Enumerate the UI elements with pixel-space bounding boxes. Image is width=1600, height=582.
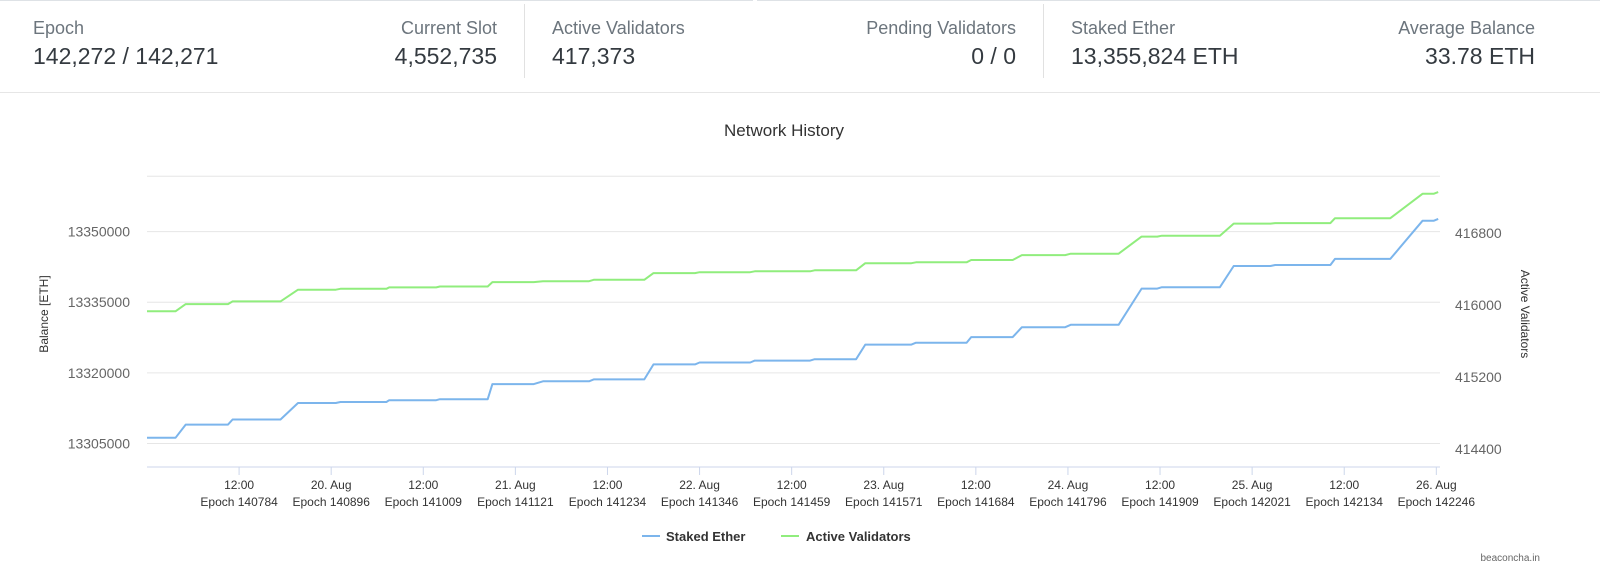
- x-tick-date-label: 22. Aug: [679, 478, 720, 492]
- stat-label: Current Slot: [400, 18, 497, 38]
- column-divider: [1043, 4, 1044, 78]
- series-line-active-validators: [147, 191, 1439, 313]
- y-axis-title: Balance [ETH]: [37, 275, 51, 352]
- stat-label: Average Balance: [1398, 18, 1535, 38]
- stat-value: 13,355,824 ETH: [1071, 43, 1239, 69]
- x-tick-epoch-label: Epoch 141684: [937, 495, 1015, 509]
- stat-label: Staked Ether: [1071, 18, 1176, 38]
- x-tick-date-label: 26. Aug: [1416, 478, 1457, 492]
- stat-value: 417,373: [552, 43, 636, 69]
- series-line-staked-ether: [147, 217, 1439, 439]
- stat-active-validators: Active Validators 417,373: [552, 17, 685, 71]
- stat-average-balance: Average Balance 33.78 ETH: [1398, 17, 1535, 71]
- top-divider: [0, 0, 753, 1]
- x-tick-epoch-label: Epoch 140784: [200, 495, 278, 509]
- stats-bar: Epoch 142,272 / 142,271 Current Slot 4,5…: [0, 0, 1600, 93]
- x-tick-epoch-label: Epoch 141459: [753, 495, 831, 509]
- x-tick-epoch-label: Epoch 141121: [477, 495, 554, 509]
- legend-item-label: Active Validators: [806, 529, 911, 544]
- stat-value: 4,552,735: [394, 43, 497, 69]
- y-tick-label: 13305000: [68, 435, 131, 451]
- stat-value: 142,272 / 142,271: [33, 43, 219, 69]
- x-tick-date-label: 12:00: [961, 478, 991, 492]
- stat-staked-ether: Staked Ether 13,355,824 ETH: [1071, 17, 1239, 71]
- column-divider: [524, 4, 525, 78]
- x-tick-epoch-label: Epoch 141571: [845, 495, 923, 509]
- x-tick-date-label: 25. Aug: [1232, 478, 1273, 492]
- chart-title: Network History: [724, 121, 844, 140]
- stat-pending-validators: Pending Validators 0 / 0: [866, 17, 1016, 71]
- network-history-chart: 13305000 13320000 13335000 13350000 414400 41…: [37, 121, 1532, 544]
- chart-credit[interactable]: beaconcha.in: [1480, 553, 1541, 564]
- stat-epoch: Epoch 142,272 / 142,271: [33, 17, 218, 71]
- legend-item-label: Staked Ether: [666, 529, 745, 544]
- stat-label: Active Validators: [552, 18, 685, 38]
- stat-value: 0 / 0: [971, 43, 1016, 69]
- x-tick-epoch-label: Epoch 141009: [385, 495, 463, 509]
- x-tick-epoch-label: Epoch 141346: [661, 495, 739, 509]
- y2-tick-label: 414400: [1455, 441, 1502, 457]
- y-tick-label: 13350000: [68, 224, 131, 240]
- y2-tick-label: 416000: [1455, 297, 1502, 313]
- x-tick-date-label: 12:00: [224, 478, 254, 492]
- y2-axis-title: Active Validators: [1518, 270, 1532, 358]
- top-divider: [757, 0, 1600, 1]
- x-tick-date-label: 12:00: [408, 478, 438, 492]
- stat-label: Pending Validators: [866, 18, 1016, 38]
- x-tick-epoch-label: Epoch 140896: [292, 495, 370, 509]
- x-tick-date-label: 23. Aug: [863, 478, 904, 492]
- stat-current-slot: Current Slot 4,552,735: [395, 17, 497, 71]
- x-tick-date-label: 21. Aug: [495, 478, 536, 492]
- y2-tick-label: 416800: [1455, 225, 1502, 241]
- y-tick-label: 13335000: [68, 294, 131, 310]
- x-tick-date-label: 24. Aug: [1048, 478, 1089, 492]
- y-tick-label: 13320000: [68, 365, 131, 381]
- y2-tick-label: 415200: [1455, 369, 1502, 385]
- x-tick-date-label: 12:00: [777, 478, 807, 492]
- x-tick-epoch-label: Epoch 142134: [1306, 495, 1384, 509]
- x-tick-date-label: 12:00: [592, 478, 622, 492]
- x-tick-epoch-label: Epoch 142246: [1398, 495, 1476, 509]
- x-tick-date-label: 20. Aug: [311, 478, 352, 492]
- x-tick-epoch-label: Epoch 141796: [1029, 495, 1107, 509]
- x-tick-epoch-label: Epoch 142021: [1213, 495, 1291, 509]
- x-tick-date-label: 12:00: [1329, 478, 1359, 492]
- x-tick-epoch-label: Epoch 141909: [1121, 495, 1199, 509]
- stat-value: 33.78 ETH: [1425, 43, 1535, 69]
- x-tick-epoch-label: Epoch 141234: [569, 495, 647, 509]
- stat-label: Epoch: [33, 18, 85, 38]
- x-tick-date-label: 12:00: [1145, 478, 1175, 492]
